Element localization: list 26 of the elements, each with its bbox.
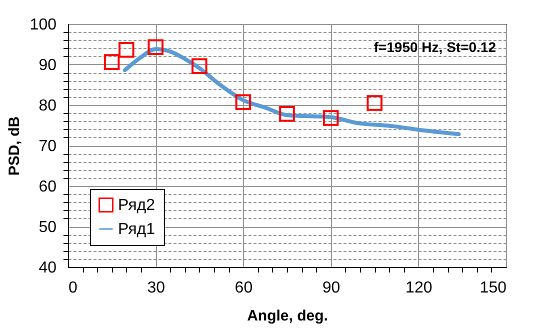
y-tick-label: 70 (38, 138, 57, 155)
point (279, 106, 295, 122)
y-axis-title: PSD, dB (6, 116, 23, 176)
point (322, 110, 339, 126)
x-tick-label: 30 (147, 280, 166, 296)
x-tick-label: 120 (406, 280, 432, 296)
point (148, 39, 164, 55)
point (235, 94, 252, 110)
point (192, 58, 208, 74)
legend-label: Ряд2 (118, 197, 156, 214)
y-tick-label: 80 (38, 98, 57, 114)
x-tick-label: 60 (234, 280, 253, 296)
y-tick-label: 50 (38, 219, 57, 236)
y-tick-label: 60 (38, 178, 57, 196)
point (118, 42, 134, 58)
annotation: f=1950 Hz, St=0.12 (374, 39, 496, 55)
y-tick-label: 90 (38, 57, 57, 74)
x-tick-label: 150 (480, 280, 507, 296)
x-tick-label: 90 (322, 280, 340, 296)
y-tick-label: 40 (38, 260, 57, 276)
y-tick-label: 100 (30, 16, 57, 34)
x-axis-title: Angle, deg. (247, 308, 328, 324)
legend-label: Ряд1 (118, 221, 156, 238)
point (366, 95, 382, 111)
point (104, 54, 120, 70)
x-tick-label: 0 (68, 280, 78, 296)
